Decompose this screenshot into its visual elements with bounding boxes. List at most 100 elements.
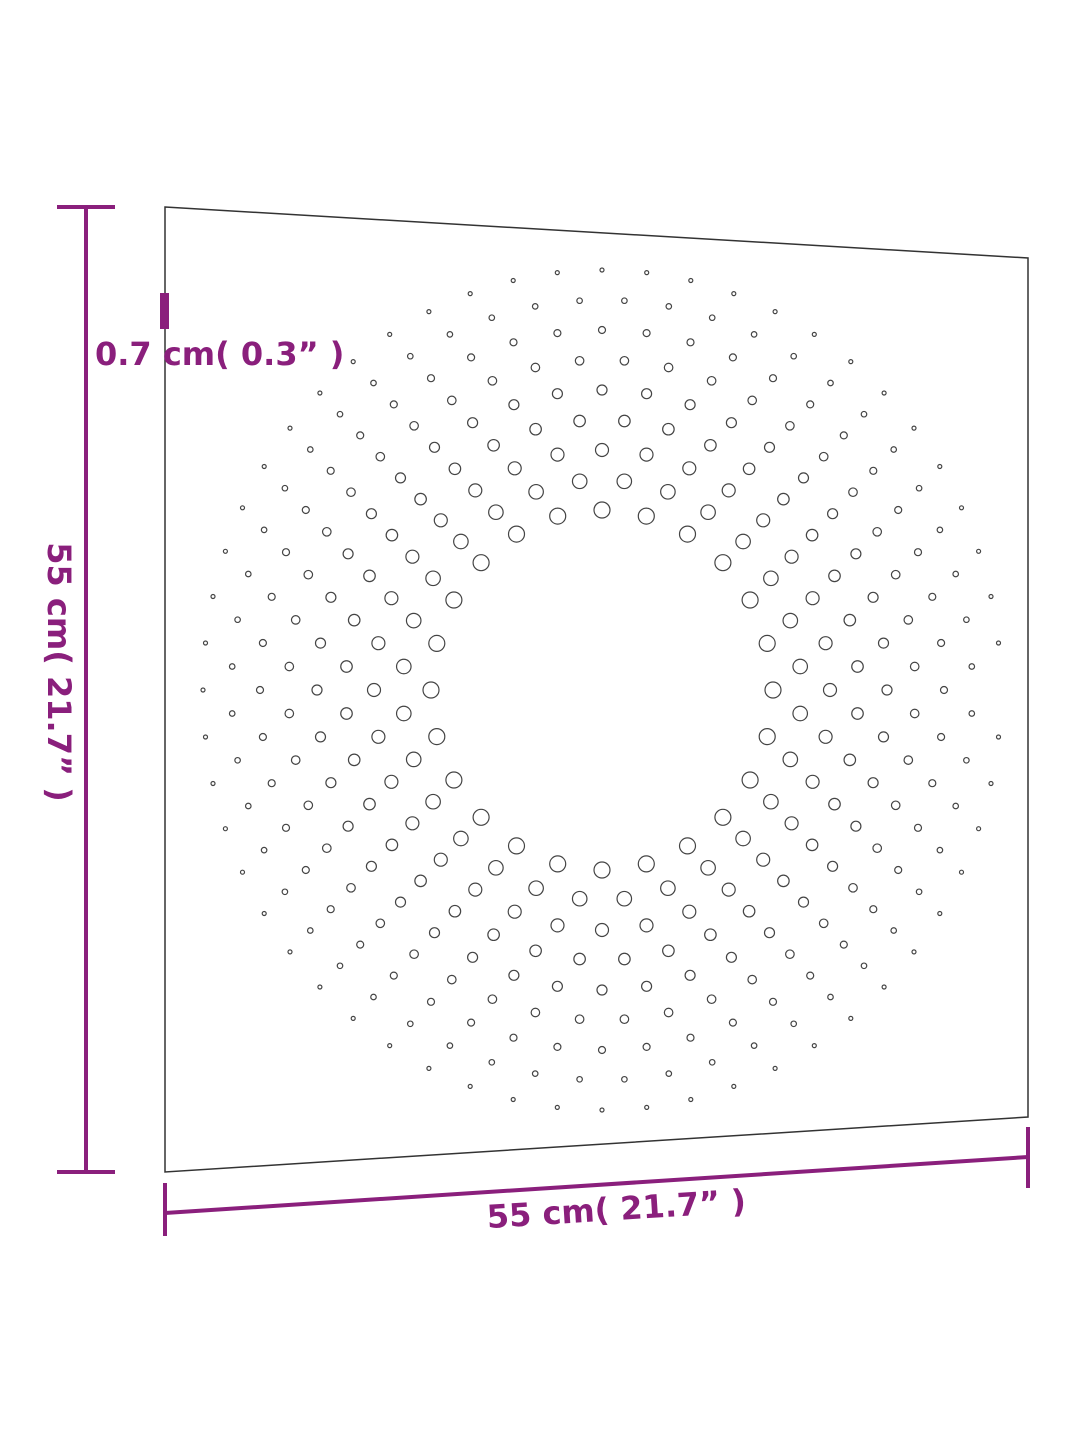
dot	[706, 375, 717, 386]
dot	[395, 658, 412, 675]
dot	[468, 882, 483, 897]
dot	[848, 1015, 854, 1022]
dot	[797, 472, 810, 484]
dot	[356, 940, 365, 949]
dot	[688, 277, 694, 284]
dot	[731, 1083, 737, 1090]
dot	[487, 994, 498, 1005]
dot	[872, 526, 883, 537]
dot	[764, 681, 782, 699]
dot	[597, 325, 607, 335]
dot	[682, 904, 697, 919]
dot	[936, 638, 946, 648]
dot	[228, 710, 236, 717]
dot	[350, 359, 356, 365]
dot	[763, 793, 779, 810]
dot	[742, 462, 756, 476]
dot	[426, 1065, 432, 1072]
dot	[467, 417, 479, 429]
dot	[311, 684, 323, 696]
dot	[571, 890, 588, 907]
dot	[725, 951, 738, 963]
dot	[952, 570, 960, 578]
dot	[909, 708, 920, 719]
dot	[414, 492, 427, 506]
dot	[261, 910, 267, 917]
dot	[792, 705, 809, 722]
dot	[284, 661, 295, 672]
dot	[406, 1020, 414, 1028]
dot	[805, 838, 819, 852]
dot	[340, 707, 353, 720]
dot	[487, 375, 498, 386]
dot	[301, 865, 310, 875]
dot	[317, 390, 323, 396]
dot	[428, 634, 446, 653]
dot	[260, 846, 268, 854]
dot	[782, 751, 799, 768]
dot	[758, 727, 776, 746]
dot	[287, 949, 293, 955]
dot	[593, 501, 611, 519]
dot	[342, 548, 354, 560]
dot	[763, 927, 776, 939]
dot	[290, 615, 301, 625]
dot	[708, 314, 716, 322]
dot	[714, 554, 732, 572]
dot	[792, 658, 809, 675]
dot	[321, 526, 332, 537]
dot	[528, 483, 544, 500]
dot	[704, 438, 717, 452]
dot	[371, 729, 386, 744]
dot	[728, 1018, 738, 1027]
dot	[811, 331, 817, 337]
dot	[405, 751, 422, 768]
dot	[826, 860, 839, 872]
thickness-marker	[160, 293, 169, 329]
dot	[952, 802, 960, 810]
dot	[869, 905, 878, 914]
dot	[384, 774, 399, 789]
dot	[446, 1042, 454, 1049]
dot	[805, 591, 820, 606]
dot	[818, 729, 833, 744]
dot	[806, 971, 815, 980]
dot	[818, 451, 829, 462]
dot	[428, 927, 441, 939]
dot	[529, 944, 542, 958]
dot	[644, 270, 650, 276]
dot	[281, 548, 291, 557]
dot	[913, 823, 923, 832]
dot	[640, 980, 653, 992]
dot	[903, 615, 914, 625]
dot	[508, 969, 520, 981]
dot	[621, 1075, 628, 1083]
dot	[662, 944, 675, 958]
dot	[596, 984, 608, 996]
dot	[472, 554, 490, 572]
dot	[818, 636, 833, 651]
dot	[574, 355, 585, 366]
dot	[593, 861, 611, 879]
dot	[790, 1020, 798, 1028]
dot	[785, 949, 795, 960]
dot	[915, 888, 923, 896]
dot	[574, 1014, 585, 1025]
dot	[433, 852, 448, 867]
dot	[663, 362, 674, 373]
dot	[281, 823, 291, 832]
dot	[637, 507, 655, 525]
dot	[805, 774, 820, 789]
dot	[756, 513, 771, 528]
dot	[321, 843, 332, 854]
dot	[872, 843, 883, 854]
dot	[811, 1042, 817, 1049]
dot	[326, 905, 335, 914]
dot	[267, 592, 276, 601]
dot	[913, 548, 923, 557]
dot	[258, 638, 267, 648]
dot	[531, 1070, 539, 1077]
dot	[618, 952, 631, 966]
dot	[507, 525, 526, 543]
dot	[389, 400, 398, 409]
